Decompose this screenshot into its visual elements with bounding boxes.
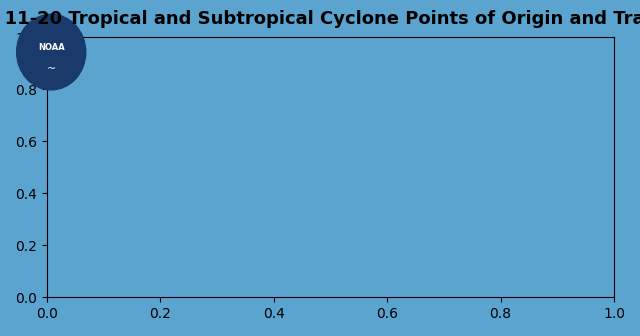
Text: ~: ~ xyxy=(47,64,56,74)
Circle shape xyxy=(17,14,86,90)
Text: NOAA: NOAA xyxy=(38,43,65,52)
Text: July 11-20 Tropical and Subtropical Cyclone Points of Origin and Tracks: July 11-20 Tropical and Subtropical Cycl… xyxy=(0,10,640,28)
